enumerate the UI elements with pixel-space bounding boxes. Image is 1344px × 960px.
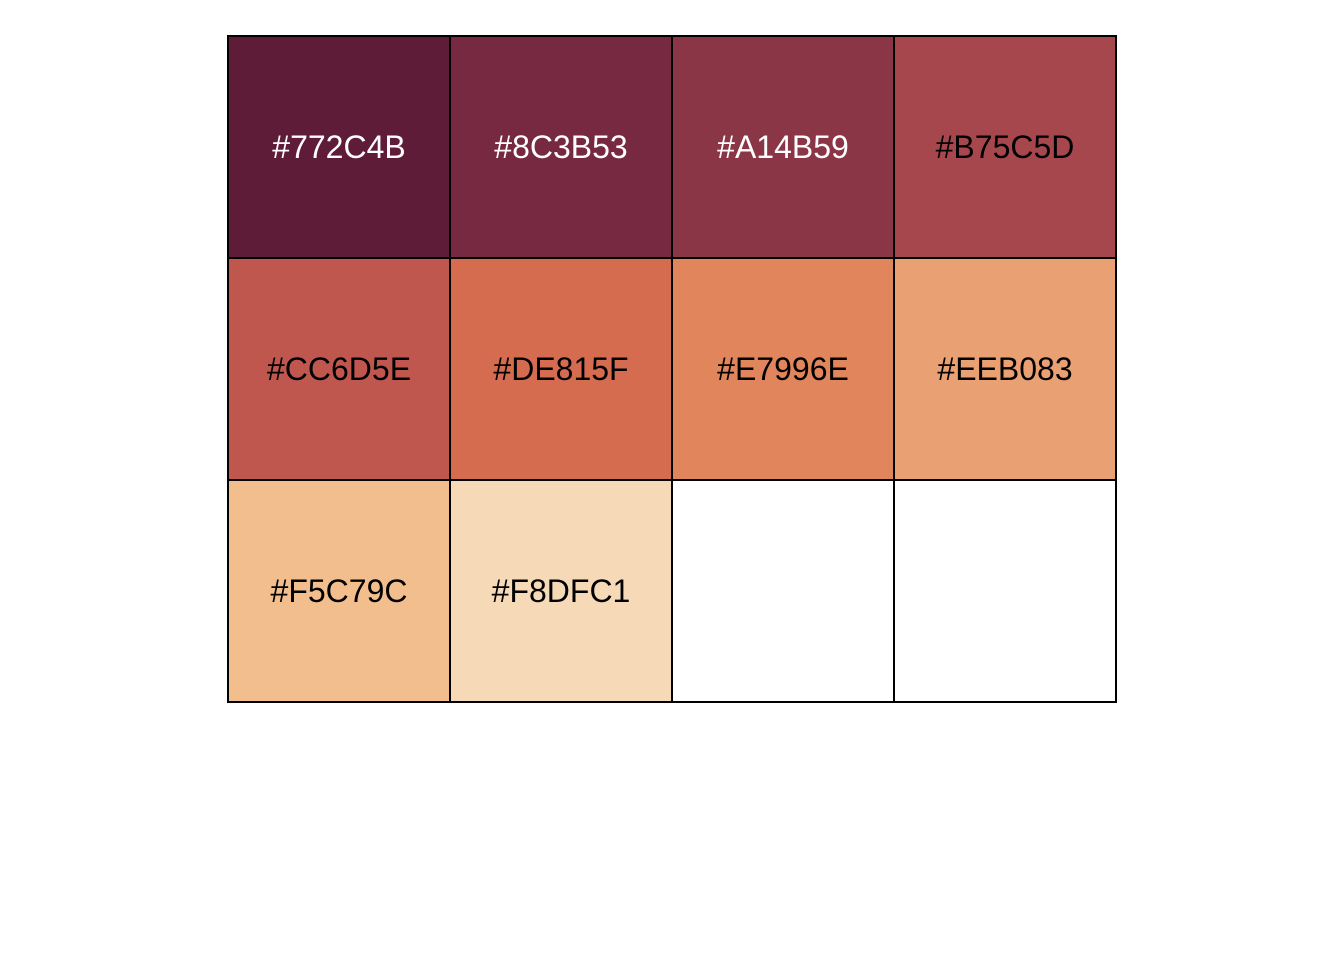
color-swatch: #A14B59 [673,37,895,259]
empty-swatch [895,481,1117,703]
swatch-label: #772C4B [272,129,406,165]
color-swatch: #E7996E [673,259,895,481]
swatch-label: #EEB083 [937,351,1073,387]
swatch-label: #B75C5D [935,129,1075,165]
color-swatch: #F5C79C [229,481,451,703]
color-swatch: #CC6D5E [229,259,451,481]
swatch-label: #CC6D5E [266,351,412,387]
swatch-label: #E7996E [717,351,849,387]
swatch-label: #DE815F [493,351,629,387]
empty-swatch [673,481,895,703]
swatch-label: #F8DFC1 [491,573,631,609]
color-swatch: #B75C5D [895,37,1117,259]
color-swatch: #8C3B53 [451,37,673,259]
color-swatch: #EEB083 [895,259,1117,481]
color-swatch: #DE815F [451,259,673,481]
swatch-label: #F5C79C [270,573,408,609]
swatch-label: #A14B59 [717,129,849,165]
color-swatch: #772C4B [229,37,451,259]
color-swatch: #F8DFC1 [451,481,673,703]
swatch-label: #8C3B53 [494,129,628,165]
palette-grid: #772C4B #8C3B53 #A14B59 #B75C5D #CC6D5E … [227,35,1117,703]
